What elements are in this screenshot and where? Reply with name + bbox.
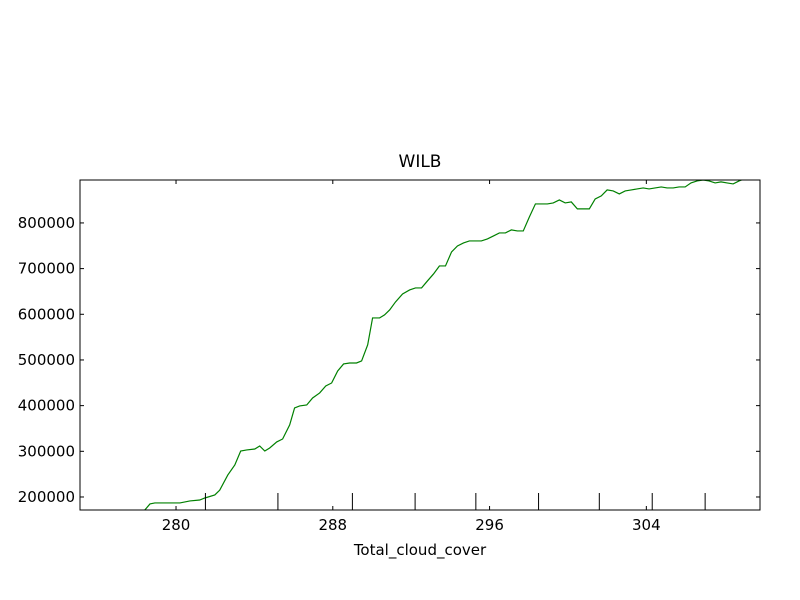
y-tick-label: 200000 <box>18 488 75 506</box>
y-axis-label: Partial dependence <box>0 273 1 418</box>
y-tick-label: 500000 <box>18 351 75 369</box>
y-tick-label: 400000 <box>18 397 75 415</box>
y-tick-label: 700000 <box>18 260 75 278</box>
y-tick-label: 300000 <box>18 442 75 460</box>
x-tick-label: 280 <box>162 516 191 534</box>
line <box>144 180 744 510</box>
x-tick-label: 304 <box>632 516 661 534</box>
chart-title: WILB <box>399 152 442 172</box>
x-tick-label: 288 <box>318 516 347 534</box>
y-tick-label: 600000 <box>18 305 75 323</box>
x-axis-label: Total_cloud_cover <box>353 541 487 560</box>
y-tick-label: 800000 <box>18 214 75 232</box>
x-tick-label: 296 <box>475 516 504 534</box>
plot-frame <box>79 179 761 511</box>
